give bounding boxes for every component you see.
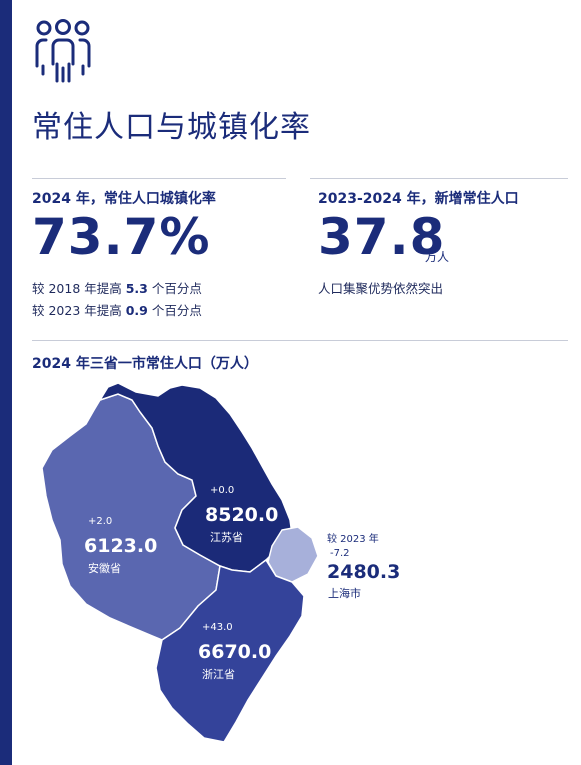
zhejiang-change: +43.0	[202, 622, 233, 633]
jiangsu-name: 江苏省	[210, 531, 243, 544]
highlight-value: 0.9	[125, 303, 148, 318]
anhui-name: 安徽省	[88, 561, 121, 575]
shanghai-value: 2480.3	[327, 561, 400, 583]
urbanization-value: 73.7%	[32, 208, 211, 266]
anhui-change: +2.0	[88, 516, 112, 527]
divider	[32, 340, 568, 341]
shanghai-change: -7.2	[330, 548, 350, 559]
shanghai-name: 上海市	[328, 586, 361, 600]
divider	[32, 178, 286, 179]
region-zhejiang	[155, 558, 305, 743]
page-title: 常住人口与城镇化率	[32, 110, 311, 145]
new-population-unit: 万人	[425, 250, 450, 264]
jiangsu-value: 8520.0	[205, 504, 278, 526]
shanghai-change-label: 较 2023 年	[327, 532, 379, 545]
new-population-heading: 2023-2024 年，新增常住人口	[318, 191, 519, 207]
zhejiang-value: 6670.0	[198, 641, 271, 663]
urbanization-heading: 2024 年，常住人口城镇化率	[32, 191, 216, 207]
urbanization-line-1: 较 2018 年提高 5.3 个百分点	[32, 281, 202, 296]
jiangsu-change: +0.0	[210, 485, 234, 496]
region-map: +0.0 8520.0 江苏省 +2.0 6123.0 安徽省 +43.0 66…	[41, 382, 400, 743]
map-title: 2024 年三省一市常住人口（万人）	[32, 356, 258, 372]
anhui-value: 6123.0	[84, 535, 157, 557]
zhejiang-name: 浙江省	[202, 668, 235, 681]
new-population-value: 37.8	[318, 208, 446, 266]
new-population-note: 人口集聚优势依然突出	[318, 281, 444, 296]
people-group-icon	[35, 19, 91, 83]
left-accent-bar	[0, 0, 12, 765]
region-shanghai	[267, 526, 319, 583]
urbanization-line-2: 较 2023 年提高 0.9 个百分点	[32, 303, 202, 318]
highlight-value: 5.3	[125, 281, 148, 296]
divider	[310, 178, 568, 179]
